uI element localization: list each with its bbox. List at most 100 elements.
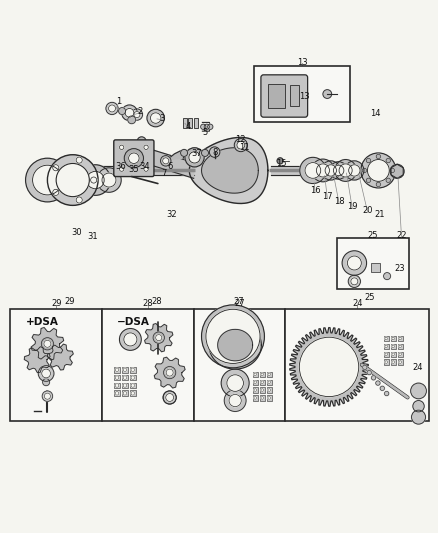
Circle shape xyxy=(163,391,176,404)
Circle shape xyxy=(87,171,104,189)
Circle shape xyxy=(124,149,144,168)
Circle shape xyxy=(392,361,395,364)
Circle shape xyxy=(123,376,127,379)
Circle shape xyxy=(323,90,332,99)
Circle shape xyxy=(399,345,402,348)
Bar xyxy=(340,168,343,174)
Circle shape xyxy=(299,337,359,397)
Polygon shape xyxy=(144,147,194,179)
Polygon shape xyxy=(145,324,173,352)
Circle shape xyxy=(42,379,49,386)
Circle shape xyxy=(268,373,271,376)
Circle shape xyxy=(208,124,213,130)
Bar xyxy=(391,352,396,357)
Text: 24: 24 xyxy=(352,299,363,308)
Bar xyxy=(260,395,265,400)
Text: 30: 30 xyxy=(72,228,82,237)
Text: 2: 2 xyxy=(138,107,143,116)
Circle shape xyxy=(115,376,119,379)
Text: 29: 29 xyxy=(51,299,61,308)
Circle shape xyxy=(385,337,388,340)
Polygon shape xyxy=(31,327,64,360)
Text: 8: 8 xyxy=(212,149,217,157)
Circle shape xyxy=(206,309,260,364)
Circle shape xyxy=(201,124,206,130)
Circle shape xyxy=(345,161,364,180)
Circle shape xyxy=(254,373,257,376)
Circle shape xyxy=(371,376,376,380)
Circle shape xyxy=(41,338,53,350)
Circle shape xyxy=(335,159,357,181)
Polygon shape xyxy=(24,347,50,373)
Bar xyxy=(194,309,286,422)
Circle shape xyxy=(366,158,371,163)
Circle shape xyxy=(131,376,134,379)
Circle shape xyxy=(311,159,334,182)
Bar xyxy=(254,66,350,123)
Circle shape xyxy=(411,383,426,399)
Circle shape xyxy=(150,113,161,123)
Circle shape xyxy=(261,373,264,376)
Circle shape xyxy=(42,369,50,378)
Circle shape xyxy=(339,164,352,177)
Bar xyxy=(194,118,198,128)
Polygon shape xyxy=(189,138,268,204)
Text: 3: 3 xyxy=(159,115,165,124)
Text: 25: 25 xyxy=(368,231,378,239)
Circle shape xyxy=(385,353,388,356)
Circle shape xyxy=(384,272,391,280)
Bar xyxy=(398,336,403,341)
Circle shape xyxy=(185,148,204,167)
Circle shape xyxy=(385,361,388,364)
Bar xyxy=(122,375,128,381)
Bar xyxy=(267,379,272,385)
Text: 18: 18 xyxy=(334,197,344,206)
Text: 31: 31 xyxy=(87,232,98,241)
Circle shape xyxy=(91,177,97,183)
Circle shape xyxy=(201,149,208,156)
Circle shape xyxy=(147,109,164,127)
Circle shape xyxy=(162,158,169,164)
Circle shape xyxy=(123,392,127,395)
Circle shape xyxy=(254,381,257,384)
Circle shape xyxy=(144,167,148,171)
Bar xyxy=(122,383,128,389)
Text: +DSA: +DSA xyxy=(25,317,58,327)
Bar xyxy=(260,379,265,385)
Circle shape xyxy=(325,165,336,176)
Circle shape xyxy=(189,152,200,163)
Text: 21: 21 xyxy=(374,209,385,219)
Circle shape xyxy=(120,167,124,171)
Text: 1: 1 xyxy=(116,97,121,106)
Bar xyxy=(253,387,258,393)
Bar xyxy=(114,391,120,396)
Bar xyxy=(267,387,272,393)
Circle shape xyxy=(390,168,395,173)
Text: 28: 28 xyxy=(142,299,153,308)
Circle shape xyxy=(131,368,134,372)
Circle shape xyxy=(367,159,389,181)
Circle shape xyxy=(42,391,53,401)
Bar xyxy=(398,352,403,357)
Circle shape xyxy=(224,390,246,411)
Bar xyxy=(11,309,102,422)
Bar xyxy=(391,359,396,365)
Circle shape xyxy=(367,370,371,375)
Circle shape xyxy=(120,145,124,149)
FancyBboxPatch shape xyxy=(261,75,307,117)
Circle shape xyxy=(119,108,126,115)
Circle shape xyxy=(392,353,395,356)
Circle shape xyxy=(131,109,143,120)
Circle shape xyxy=(144,145,148,149)
Circle shape xyxy=(115,392,119,395)
Circle shape xyxy=(321,161,340,180)
Text: 27: 27 xyxy=(233,297,244,306)
Bar xyxy=(355,168,358,174)
Bar xyxy=(398,359,403,365)
Circle shape xyxy=(254,389,257,391)
Bar xyxy=(102,309,194,422)
Circle shape xyxy=(385,391,389,395)
Bar xyxy=(130,383,136,389)
Circle shape xyxy=(127,143,152,167)
Bar xyxy=(325,169,328,174)
